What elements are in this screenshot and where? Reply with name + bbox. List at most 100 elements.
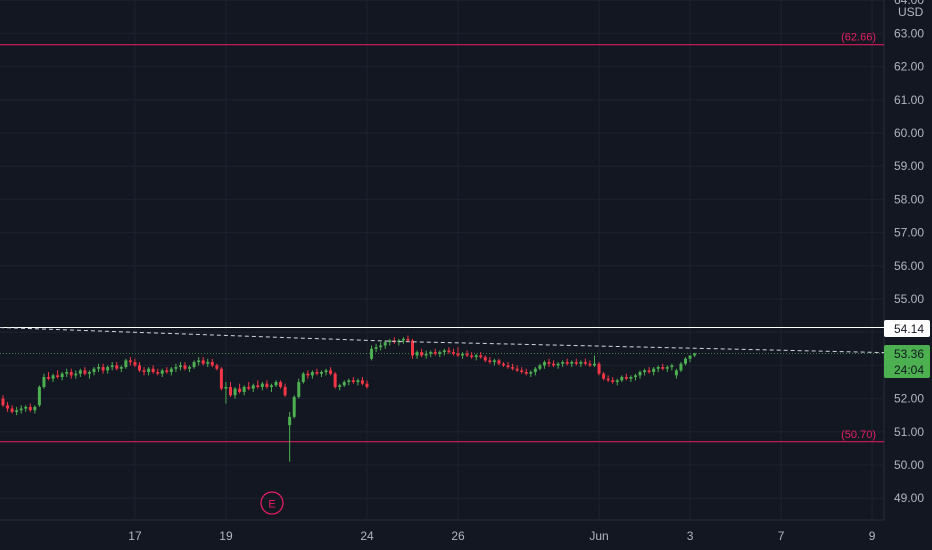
candle-body — [106, 367, 110, 371]
current-price-text: 53.36 — [894, 347, 924, 361]
candle-body — [174, 367, 178, 369]
candle-body — [156, 372, 160, 374]
candle-body — [474, 355, 478, 358]
trendline-dashed[interactable] — [0, 327, 923, 354]
candle-body — [124, 360, 128, 368]
candle-body — [197, 360, 201, 363]
candle-body — [324, 370, 328, 373]
candle-body — [351, 380, 355, 382]
y-tick-label: 60.00 — [894, 126, 924, 140]
candle-body — [688, 355, 692, 359]
level-label: (62.66) — [841, 32, 876, 44]
candle-body — [461, 353, 465, 356]
candle-body — [74, 373, 78, 376]
candle-body — [219, 368, 223, 389]
candle-body — [652, 368, 656, 373]
candle-body — [561, 362, 565, 364]
candle-body — [260, 383, 264, 387]
candle-body — [615, 380, 619, 382]
candle-body — [451, 352, 455, 354]
candle-body — [178, 365, 182, 368]
candle-body — [511, 367, 515, 369]
candle-body — [583, 362, 587, 364]
candle-body — [420, 352, 424, 356]
candle-body — [338, 385, 342, 387]
candle-body — [56, 375, 60, 378]
horizontal-levels[interactable]: (62.66) (50.70) — [0, 32, 884, 443]
candle-body — [320, 372, 323, 374]
candle-body — [406, 338, 410, 341]
candle-body — [119, 367, 123, 369]
price-tags: 54.14 53.36 24:04 — [884, 320, 930, 378]
x-tick-label: 19 — [219, 529, 233, 543]
candle-body — [388, 340, 392, 343]
candle-body — [224, 386, 228, 389]
candle-body — [83, 370, 87, 374]
x-tick-label: Jun — [589, 529, 608, 543]
level-label: (50.70) — [841, 429, 876, 441]
candle-body — [374, 347, 378, 349]
candle-body — [347, 380, 351, 382]
level-tag-54-14-text: 54.14 — [894, 322, 924, 336]
x-tick-label: 7 — [778, 529, 785, 543]
y-tick-label: 56.00 — [894, 259, 924, 273]
candle-body — [251, 385, 255, 389]
countdown-text: 24:04 — [894, 363, 924, 377]
candle-body — [684, 358, 687, 364]
candle-body — [360, 380, 364, 384]
candle-body — [533, 368, 537, 373]
candle-body — [24, 406, 28, 409]
candle-body — [183, 365, 187, 369]
candle-body — [110, 365, 114, 368]
candle-body — [233, 388, 237, 396]
candle-body — [643, 370, 647, 373]
candle-body — [383, 342, 387, 346]
candle-body — [201, 360, 205, 364]
candle-body — [629, 377, 633, 379]
candle-body — [97, 367, 101, 369]
grid — [0, 0, 885, 521]
candle-body — [242, 386, 246, 392]
candle-body — [269, 385, 273, 387]
candle-body — [256, 385, 260, 387]
candle-body — [529, 372, 533, 374]
candle-body — [333, 373, 337, 387]
candle-body — [356, 380, 360, 382]
trendline[interactable] — [0, 327, 923, 354]
candle-body — [206, 362, 210, 364]
candle-body — [693, 353, 697, 356]
candle-body — [506, 365, 510, 368]
candle-body — [411, 340, 414, 356]
candle-body — [611, 380, 615, 382]
candle-body — [483, 357, 487, 361]
earnings-marker[interactable]: E — [260, 491, 284, 515]
candle-body — [151, 368, 155, 373]
time-axis[interactable]: 17 19 24 26 Jun 3 7 9 — [128, 529, 875, 543]
candle-body — [247, 386, 251, 389]
candle-body — [306, 373, 310, 376]
candle-body — [579, 362, 583, 364]
candle-body — [602, 373, 606, 379]
candle-body — [488, 360, 492, 363]
candle-body — [160, 370, 164, 374]
x-tick-label: 17 — [128, 529, 142, 543]
candle-body — [465, 353, 469, 356]
candle-body — [497, 360, 501, 364]
candle-body — [329, 370, 333, 374]
candle-body — [301, 373, 305, 382]
x-tick-label: 24 — [360, 529, 374, 543]
candle-body — [647, 370, 651, 373]
y-tick-label: 52.00 — [894, 392, 924, 406]
candle-body — [1, 398, 5, 406]
candle-body — [229, 386, 232, 396]
candle-body — [188, 367, 192, 369]
candle-body — [315, 372, 319, 374]
candle-body — [15, 410, 19, 412]
earnings-label: E — [268, 499, 275, 511]
candle-body — [661, 367, 665, 369]
candle-body — [128, 360, 132, 363]
candle-body — [10, 408, 14, 412]
x-tick-label: 3 — [687, 529, 694, 543]
